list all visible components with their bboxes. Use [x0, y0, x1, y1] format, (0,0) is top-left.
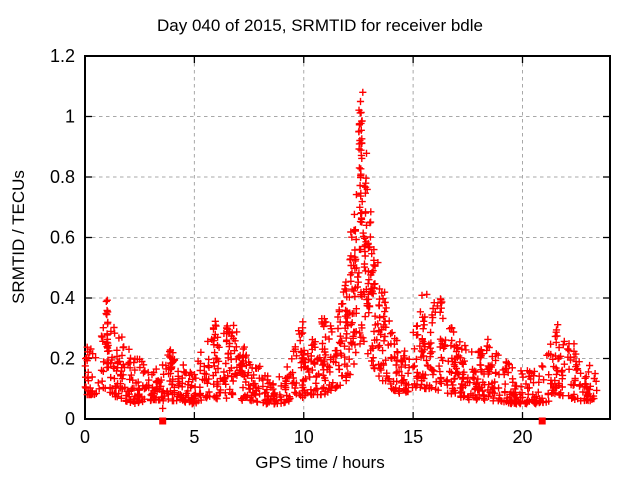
x-tick-label: 5 — [189, 427, 199, 447]
y-tick-label: 0.4 — [50, 288, 75, 308]
chart-title: Day 040 of 2015, SRMTID for receiver bdl… — [157, 16, 483, 35]
x-axis-title: GPS time / hours — [255, 453, 384, 472]
y-tick-label: 1.2 — [50, 46, 75, 66]
outlier-square — [159, 417, 167, 425]
x-tick-label: 20 — [512, 427, 532, 447]
y-axis-title: SRMTID / TECUs — [9, 170, 28, 304]
scatter-series — [81, 88, 601, 412]
x-tick-label: 15 — [403, 427, 423, 447]
x-tick-label: 10 — [294, 427, 314, 447]
x-tick-label: 0 — [80, 427, 90, 447]
y-tick-label: 0.8 — [50, 167, 75, 187]
y-tick-label: 0.2 — [50, 349, 75, 369]
y-tick-label: 0.6 — [50, 228, 75, 248]
outlier-square — [538, 417, 546, 425]
tick-labels: 0 5 10 15 20 0 0.2 0.4 0.6 0.8 1 1.2 — [50, 46, 533, 447]
y-tick-label: 1 — [65, 107, 75, 127]
y-tick-label: 0 — [65, 409, 75, 429]
plot-border — [84, 55, 611, 420]
scatter-points — [81, 88, 601, 412]
